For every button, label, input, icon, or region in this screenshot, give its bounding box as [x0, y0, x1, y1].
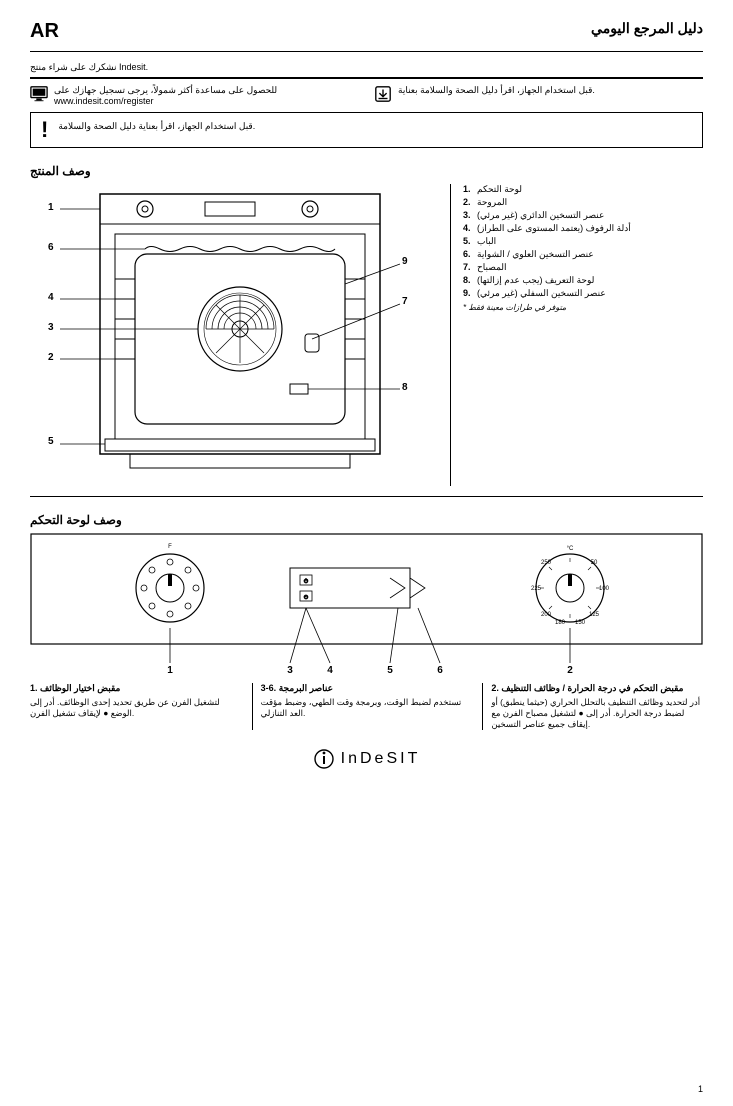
page-number: 1	[698, 1084, 703, 1094]
legend-note: * متوفر في طرازات معينة فقط	[463, 303, 703, 312]
callout-2: 2	[48, 352, 54, 363]
brand-mark-icon	[313, 748, 335, 770]
page-header: AR دليل المرجع اليومي	[30, 20, 703, 43]
callout-1: 1	[48, 202, 54, 213]
brand-name: InDeSIT	[341, 750, 421, 768]
prog-desc: 3-6. عناصر البرمجة تستخدم لضبط الوقت، وب…	[252, 683, 473, 730]
prog-title: 3-6. عناصر البرمجة	[261, 683, 473, 694]
monitor-icon	[30, 85, 48, 103]
product-desc-row: 1 6 4 3 2 5 9 7 8 1.لوحة التحكم 2.المروح…	[30, 184, 703, 486]
control-panel-diagram: F ⏱ ⏲ °C 250 50 225 100	[30, 533, 703, 675]
title-block: دليل المرجع اليومي	[591, 20, 703, 37]
knob2-body: أدر لتحديد وظائف التنظيف بالتحلل الحراري…	[491, 697, 703, 730]
callout-4: 4	[48, 292, 54, 303]
control-descriptions: 1. مقبض اختيار الوظائف لتشغيل الفرن عن ط…	[30, 683, 703, 730]
product-legend: 1.لوحة التحكم 2.المروحة 3.عنصر التسخين ا…	[450, 184, 703, 486]
callout-8: 8	[402, 382, 408, 393]
svg-text:180: 180	[555, 620, 566, 626]
brand-logo: InDeSIT	[30, 748, 703, 770]
download-icon	[374, 85, 392, 103]
svg-text:4: 4	[327, 665, 333, 673]
language-badge: AR	[30, 20, 59, 43]
safety-link: قبل استخدام الجهاز، اقرأ دليل الصحة والس…	[374, 85, 595, 103]
legend-item: 8.لوحة التعريف (يجب عدم إزالتها)	[463, 275, 703, 286]
svg-text:225: 225	[531, 586, 542, 592]
callout-9: 9	[402, 256, 408, 267]
callout-7: 7	[402, 296, 408, 307]
control-panel-heading: وصف لوحة التحكم	[30, 513, 703, 527]
knob2-title: 2. مقبض التحكم في درجة الحرارة / وظائف ا…	[491, 683, 703, 694]
svg-text:5: 5	[387, 665, 393, 673]
callout-3: 3	[48, 322, 54, 333]
knob1-title: 1. مقبض اختيار الوظائف	[30, 683, 242, 694]
legend-item: 6.عنصر التسخين العلوي / الشواية	[463, 249, 703, 260]
legend-item: 9.عنصر التسخين السفلي (غير مرئي)	[463, 288, 703, 299]
divider	[30, 496, 703, 497]
callout-6: 6	[48, 242, 54, 253]
svg-text:100: 100	[599, 586, 610, 592]
legend-item: 1.لوحة التحكم	[463, 184, 703, 195]
register-link: للحصول على مساعدة أكثر شمولاً، يرجى تسجي…	[30, 85, 350, 106]
svg-text:6: 6	[437, 665, 443, 673]
legend-item: 5.الباب	[463, 236, 703, 247]
safety-text: قبل استخدام الجهاز، اقرأ دليل الصحة والس…	[398, 85, 595, 96]
svg-text:3: 3	[287, 665, 293, 673]
svg-text:150: 150	[575, 620, 586, 626]
svg-text:2: 2	[567, 665, 573, 673]
legend-item: 3.عنصر التسخين الدائري (غير مرئي)	[463, 210, 703, 221]
product-desc-heading: وصف المنتج	[30, 164, 703, 178]
thank-you-text: نشكرك على شراء منتج Indesit.	[30, 62, 703, 73]
warning-text: قبل استخدام الجهاز، اقرأ بعناية دليل الص…	[58, 121, 255, 139]
svg-text:F: F	[168, 544, 172, 550]
svg-text:200: 200	[541, 612, 552, 618]
knob2-desc: 2. مقبض التحكم في درجة الحرارة / وظائف ا…	[482, 683, 703, 730]
divider-bold	[30, 77, 703, 79]
svg-text:⏲: ⏲	[304, 595, 309, 601]
svg-text:125: 125	[589, 612, 600, 618]
oven-diagram: 1 6 4 3 2 5 9 7 8	[30, 184, 430, 486]
warning-box: ! قبل استخدام الجهاز، اقرأ بعناية دليل ا…	[30, 112, 703, 148]
prog-body: تستخدم لضبط الوقت، وبرمجة وقت الطهي، وضب…	[261, 697, 473, 719]
svg-text:⏱: ⏱	[304, 578, 309, 585]
doc-title: دليل المرجع اليومي	[591, 20, 703, 37]
svg-text:250: 250	[541, 560, 552, 566]
knob1-body: لتشغيل الفرن عن طريق تحديد إحدى الوظائف.…	[30, 697, 242, 719]
warning-icon: !	[41, 121, 48, 139]
legend-item: 7.المصباح	[463, 262, 703, 273]
svg-text:1: 1	[167, 665, 173, 673]
svg-text:50: 50	[591, 560, 598, 566]
callout-5: 5	[48, 436, 54, 447]
legend-item: 2.المروحة	[463, 197, 703, 208]
register-text: للحصول على مساعدة أكثر شمولاً، يرجى تسجي…	[54, 85, 350, 106]
links-row: للحصول على مساعدة أكثر شمولاً، يرجى تسجي…	[30, 85, 703, 106]
svg-text:°C: °C	[567, 546, 574, 552]
divider	[30, 51, 703, 52]
knob1-desc: 1. مقبض اختيار الوظائف لتشغيل الفرن عن ط…	[30, 683, 242, 730]
legend-item: 4.أدلة الرفوف (يعتمد المستوى على الطراز)	[463, 223, 703, 234]
